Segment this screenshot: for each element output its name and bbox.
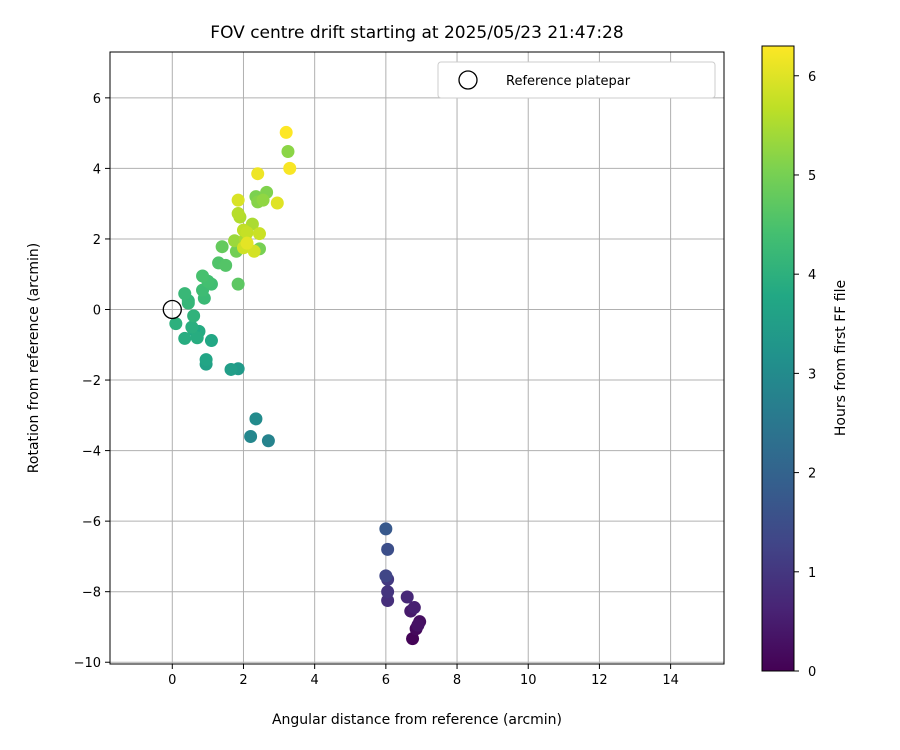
y-tick-label: −4	[82, 445, 101, 460]
scatter-point	[199, 353, 213, 367]
plot-area: 0 2 4 6 8 10 12 14 −10 −8 −6 −4 −2 0 2 4 6	[74, 51, 725, 688]
scatter-point	[240, 226, 254, 240]
scatter-point	[381, 542, 395, 556]
x-axis-ticks: 0 2 4 6 8 10 12 14	[168, 664, 679, 688]
y-tick-label: −8	[82, 586, 101, 601]
legend: Reference platepar	[437, 61, 716, 99]
x-tick-label: 4	[311, 673, 319, 688]
legend-label: Reference platepar	[506, 74, 631, 89]
colorbar-tick-label: 2	[808, 467, 816, 482]
scatter-point	[251, 167, 265, 181]
chart-title: FOV centre drift starting at 2025/05/23 …	[210, 23, 623, 43]
scatter-point	[411, 618, 425, 632]
colorbar: 0 1 2 3 4 5 6 Hours from first FF file	[761, 45, 849, 680]
scatter-point	[379, 569, 393, 583]
colorbar-ticks: 0 1 2 3 4 5 6	[794, 70, 816, 680]
scatter-point	[224, 362, 238, 376]
colorbar-tick-label: 4	[808, 268, 816, 283]
legend-marker	[458, 70, 478, 90]
scatter-point	[190, 331, 204, 345]
scatter-point	[185, 320, 199, 334]
scatter-point	[196, 269, 210, 283]
x-tick-label: 12	[591, 673, 608, 688]
scatter-point	[231, 207, 245, 221]
scatter-point	[244, 429, 258, 443]
scatter-point	[256, 193, 270, 207]
scatter-point	[381, 585, 395, 599]
x-axis-title: Angular distance from reference (arcmin)	[272, 712, 562, 728]
legend-box	[437, 61, 716, 99]
x-tick-label: 10	[520, 673, 537, 688]
scatter-point	[178, 287, 192, 301]
scatter-point	[283, 161, 297, 175]
colorbar-title: Hours from first FF file	[833, 280, 849, 436]
scatter-point	[187, 309, 201, 323]
x-tick-label: 6	[382, 673, 390, 688]
scatter-point	[178, 331, 192, 345]
scatter-point	[215, 240, 229, 254]
scatter-point	[240, 236, 254, 250]
scatter-point	[279, 125, 293, 139]
scatter-point	[169, 317, 183, 331]
colorbar-tick-label: 0	[808, 665, 816, 680]
scatter-points	[169, 125, 427, 646]
reference-platepar-marker	[162, 299, 182, 320]
y-tick-label: 4	[93, 162, 101, 177]
y-tick-label: −10	[74, 656, 101, 671]
y-tick-label: −2	[82, 374, 101, 389]
scatter-point	[400, 590, 414, 604]
scatter-point	[270, 196, 284, 210]
plot-frame	[109, 51, 725, 665]
colorbar-gradient	[761, 45, 795, 672]
reference-marker-layer	[162, 299, 182, 320]
scatter-point	[228, 234, 242, 248]
colorbar-tick-label: 3	[808, 367, 816, 382]
y-tick-label: −6	[82, 515, 101, 530]
y-tick-label: 2	[93, 233, 101, 248]
y-axis-ticks: −10 −8 −6 −4 −2 0 2 4 6	[74, 92, 110, 671]
scatter-point	[231, 277, 245, 291]
scatter-point	[281, 144, 295, 158]
scatter-point	[407, 601, 421, 615]
scatter-point	[406, 632, 420, 646]
colorbar-tick-label: 5	[808, 169, 816, 184]
scatter-point	[379, 522, 393, 536]
x-tick-label: 2	[239, 673, 247, 688]
scatter-point	[231, 193, 245, 207]
x-tick-label: 14	[662, 673, 679, 688]
y-tick-label: 0	[93, 303, 101, 318]
x-tick-label: 0	[168, 673, 176, 688]
colorbar-tick-label: 6	[808, 70, 816, 85]
scatter-point	[261, 434, 275, 448]
scatter-point	[204, 334, 218, 348]
x-tick-label: 8	[453, 673, 461, 688]
scatter-point	[219, 258, 233, 272]
scatter-point	[249, 412, 263, 426]
scatter-point	[252, 227, 266, 241]
grid-lines	[110, 52, 724, 664]
y-tick-label: 6	[93, 92, 101, 107]
colorbar-tick-label: 1	[808, 566, 816, 581]
y-axis-title: Rotation from reference (arcmin)	[26, 243, 42, 473]
